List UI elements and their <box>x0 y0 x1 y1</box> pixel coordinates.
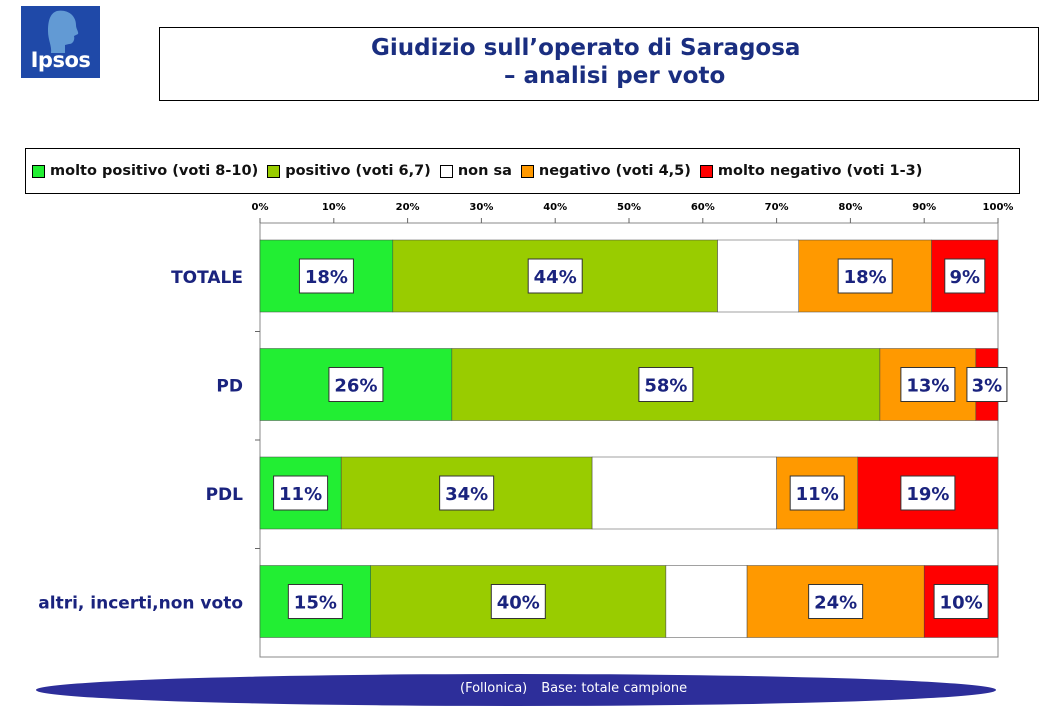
legend-swatch <box>520 164 534 178</box>
legend-item: non sa <box>439 163 512 179</box>
chart-subtitle: – analisi per voto <box>504 63 726 89</box>
x-tick-label: 60% <box>691 202 715 213</box>
legend-label: positivo (voti 6,7) <box>285 163 431 179</box>
face-profile-icon <box>48 10 79 53</box>
data-label: 40% <box>497 593 540 614</box>
footer-text: (Follonica) Base: totale campione <box>460 681 701 696</box>
data-label-box <box>527 258 583 294</box>
data-label-box <box>298 258 354 294</box>
data-label: 24% <box>814 593 857 614</box>
data-label: 9% <box>950 267 981 288</box>
data-label: 58% <box>644 376 687 397</box>
data-label-box <box>287 584 343 619</box>
chart-title: Giudizio sull’operato di Saragosa <box>371 35 801 61</box>
data-label-box <box>789 475 845 511</box>
category-label: TOTALE <box>171 268 243 288</box>
footer-base: Base: totale campione <box>541 681 688 696</box>
data-label: 34% <box>445 484 488 505</box>
x-tick-label: 80% <box>838 202 862 213</box>
data-label: 18% <box>305 267 348 288</box>
category-label: PDL <box>206 485 244 505</box>
legend-swatch <box>439 164 453 178</box>
data-label: 26% <box>334 376 377 397</box>
category-label: PD <box>216 377 243 397</box>
legend-label: molto negativo (voti 1-3) <box>717 163 923 179</box>
data-label-box <box>808 584 864 619</box>
x-tick-label: 20% <box>396 202 420 213</box>
title-box: Giudizio sull’operato di Saragosa – anal… <box>159 27 1039 101</box>
legend-item: positivo (voti 6,7) <box>267 163 431 179</box>
x-tick-label: 100% <box>983 202 1014 213</box>
legend-label: non sa <box>457 163 512 179</box>
bar-segment <box>665 565 748 638</box>
legend-label: negativo (voti 4,5) <box>538 163 691 179</box>
x-tick-label: 50% <box>617 202 641 213</box>
data-label: 11% <box>279 484 322 505</box>
data-label-box <box>944 258 986 294</box>
x-tick-label: 30% <box>469 202 493 213</box>
data-label: 3% <box>972 376 1003 397</box>
legend-item: molto positivo (voti 8-10) <box>32 163 258 179</box>
data-label-box <box>900 475 956 511</box>
legend-item: negativo (voti 4,5) <box>520 163 691 179</box>
bar-segment <box>591 456 777 530</box>
legend-item: molto negativo (voti 1-3) <box>699 163 923 179</box>
bar-segment <box>717 239 799 313</box>
data-label-box <box>490 584 546 619</box>
data-label-box <box>837 258 893 294</box>
data-label: 19% <box>906 484 949 505</box>
x-tick-label: 90% <box>912 202 936 213</box>
x-tick-label: 70% <box>765 202 789 213</box>
legend-swatch <box>699 164 713 178</box>
logo-text: Ipsos <box>30 48 91 72</box>
data-label-box <box>328 367 384 402</box>
data-label: 15% <box>294 593 337 614</box>
data-label-box <box>933 584 989 619</box>
bar-segment <box>931 239 999 313</box>
legend-swatch <box>267 164 281 178</box>
data-label-box <box>638 367 694 402</box>
data-label: 44% <box>534 267 577 288</box>
data-label: 11% <box>796 484 839 505</box>
data-label: 10% <box>940 593 983 614</box>
legend-swatch <box>32 164 45 178</box>
x-tick-label: 0% <box>252 202 269 213</box>
footer-location: (Follonica) <box>460 681 528 696</box>
data-label: 13% <box>906 376 949 397</box>
data-label-box <box>273 475 329 511</box>
x-tick-label: 40% <box>543 202 567 213</box>
data-label-box <box>439 475 495 511</box>
chart-legend: molto positivo (voti 8-10) positivo (voti… <box>25 148 1020 194</box>
data-label: 18% <box>844 267 887 288</box>
category-label: altri, incerti,non voto <box>38 594 243 614</box>
data-label-box <box>966 367 1008 402</box>
footer-banner <box>36 674 996 706</box>
ipsos-logo: Ipsos <box>21 6 100 78</box>
x-tick-label: 10% <box>322 202 346 213</box>
data-label-box <box>900 367 956 402</box>
legend-label: molto positivo (voti 8-10) <box>50 163 259 179</box>
